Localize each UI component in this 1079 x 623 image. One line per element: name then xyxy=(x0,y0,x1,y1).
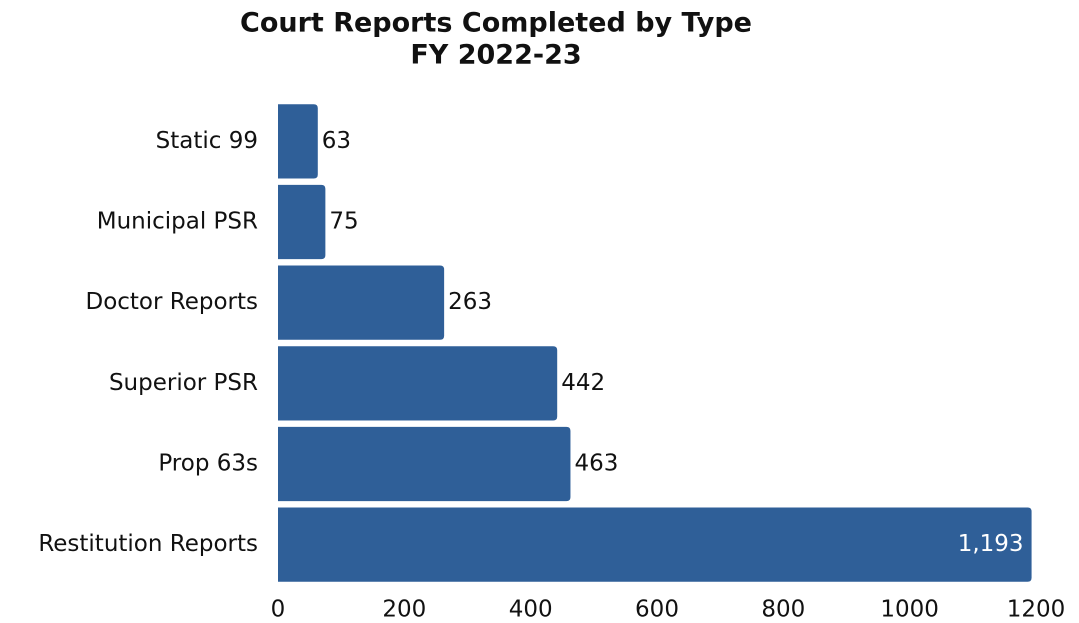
value-label: 75 xyxy=(329,209,358,235)
value-label: 463 xyxy=(574,451,618,477)
y-tick-label: Doctor Reports xyxy=(85,289,258,315)
chart-subtitle: FY 2022-23 xyxy=(410,40,581,71)
x-tick-label: 400 xyxy=(509,597,553,623)
y-tick-label: Restitution Reports xyxy=(38,531,258,557)
value-label: 442 xyxy=(561,370,605,396)
bar xyxy=(278,104,318,179)
x-tick-label: 200 xyxy=(382,597,426,623)
y-tick-label: Static 99 xyxy=(156,128,258,154)
bar xyxy=(278,265,445,340)
x-tick-label: 800 xyxy=(761,597,805,623)
value-label: 263 xyxy=(448,289,492,315)
y-tick-label: Superior PSR xyxy=(109,370,258,396)
x-tick-label: 600 xyxy=(635,597,679,623)
bar xyxy=(278,426,571,502)
bar xyxy=(278,184,326,260)
x-tick-label: 0 xyxy=(271,597,286,623)
y-tick-label: Municipal PSR xyxy=(97,209,258,235)
x-tick-label: 1000 xyxy=(880,597,939,623)
chart-title: Court Reports Completed by Type xyxy=(240,8,752,39)
bar xyxy=(278,507,1032,582)
y-tick-label: Prop 63s xyxy=(158,451,258,477)
x-tick-label: 1200 xyxy=(1007,597,1066,623)
value-label: 63 xyxy=(322,128,351,154)
bar xyxy=(278,346,558,421)
value-label: 1,193 xyxy=(958,531,1024,557)
